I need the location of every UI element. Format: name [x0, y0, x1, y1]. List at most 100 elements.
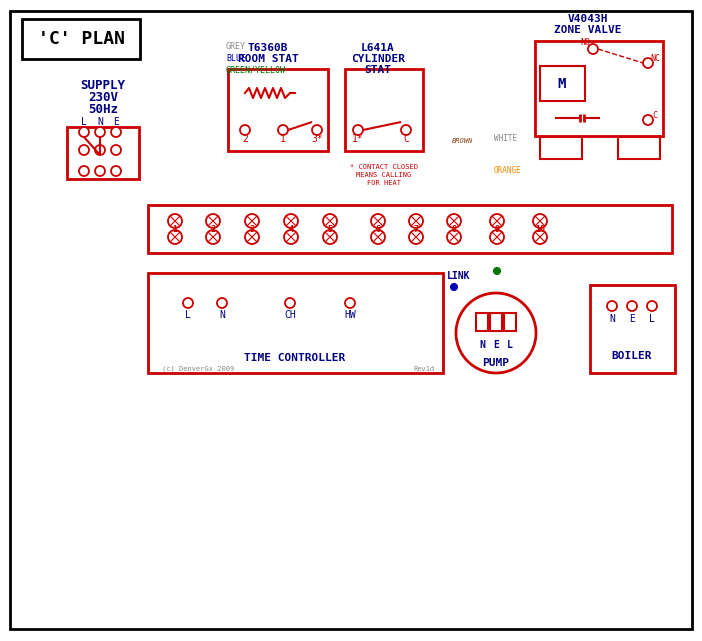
- Circle shape: [245, 214, 259, 228]
- Text: 10: 10: [535, 224, 545, 233]
- Circle shape: [643, 115, 653, 125]
- Text: 8: 8: [451, 224, 456, 233]
- Text: V4043H: V4043H: [568, 14, 608, 24]
- Text: SUPPLY: SUPPLY: [81, 78, 126, 92]
- Circle shape: [533, 230, 547, 244]
- Circle shape: [456, 293, 536, 373]
- Circle shape: [353, 125, 363, 135]
- Text: 2: 2: [242, 134, 248, 144]
- Text: N: N: [97, 117, 103, 127]
- Bar: [476, 313, 488, 331]
- Circle shape: [95, 127, 105, 137]
- Text: 3: 3: [249, 224, 255, 233]
- Circle shape: [494, 268, 500, 274]
- Circle shape: [111, 166, 121, 176]
- Text: BOILER: BOILER: [611, 351, 652, 361]
- Text: 'C' PLAN: 'C' PLAN: [37, 30, 124, 48]
- Circle shape: [285, 298, 295, 308]
- Text: 1: 1: [173, 224, 178, 233]
- Text: 5: 5: [328, 224, 333, 233]
- Text: PUMP: PUMP: [482, 358, 510, 368]
- Bar: [540, 137, 582, 159]
- Circle shape: [168, 214, 182, 228]
- Circle shape: [278, 125, 288, 135]
- Text: CH: CH: [284, 310, 296, 320]
- Bar: [618, 137, 660, 159]
- Text: 1: 1: [280, 134, 286, 144]
- Bar: [540, 66, 585, 101]
- Circle shape: [490, 230, 504, 244]
- Text: HW: HW: [344, 310, 356, 320]
- Circle shape: [323, 230, 337, 244]
- Text: CYLINDER: CYLINDER: [351, 54, 405, 64]
- Circle shape: [284, 214, 298, 228]
- Text: E: E: [113, 117, 119, 127]
- Text: STAT: STAT: [364, 65, 392, 75]
- Text: GREEN/YELLOW: GREEN/YELLOW: [226, 65, 286, 74]
- Text: 3*: 3*: [311, 134, 323, 144]
- Text: C: C: [403, 134, 409, 144]
- Text: LINK: LINK: [447, 271, 471, 281]
- Circle shape: [206, 214, 220, 228]
- Bar: [22, 19, 140, 59]
- Circle shape: [607, 301, 617, 311]
- Text: E: E: [493, 340, 499, 350]
- Text: NC: NC: [650, 53, 660, 63]
- Text: L: L: [185, 310, 191, 320]
- Circle shape: [371, 214, 385, 228]
- Text: (c) DenverGx 2009: (c) DenverGx 2009: [162, 366, 234, 372]
- Bar: [490, 313, 502, 331]
- Circle shape: [217, 298, 227, 308]
- Text: N: N: [609, 314, 615, 324]
- Text: ORANGE: ORANGE: [494, 165, 522, 174]
- Text: ZONE VALVE: ZONE VALVE: [555, 25, 622, 35]
- Circle shape: [647, 301, 657, 311]
- Circle shape: [111, 145, 121, 155]
- Circle shape: [240, 125, 250, 135]
- Circle shape: [588, 44, 598, 54]
- Text: GREY: GREY: [226, 42, 246, 51]
- Text: 6: 6: [376, 224, 380, 233]
- Bar: [148, 205, 672, 253]
- Bar: [345, 69, 423, 151]
- Text: L: L: [81, 117, 87, 127]
- Circle shape: [409, 230, 423, 244]
- Text: 230V: 230V: [88, 90, 118, 103]
- Circle shape: [79, 127, 89, 137]
- Circle shape: [111, 127, 121, 137]
- Text: 9: 9: [494, 224, 500, 233]
- Circle shape: [206, 230, 220, 244]
- Text: L: L: [649, 314, 655, 324]
- Circle shape: [168, 230, 182, 244]
- Circle shape: [284, 230, 298, 244]
- Text: C: C: [652, 110, 658, 119]
- Circle shape: [79, 145, 89, 155]
- Text: 1*: 1*: [352, 134, 364, 144]
- Text: ROOM STAT: ROOM STAT: [237, 54, 298, 64]
- Circle shape: [447, 214, 461, 228]
- Circle shape: [401, 125, 411, 135]
- Text: L: L: [507, 340, 513, 350]
- Circle shape: [245, 230, 259, 244]
- Text: BLUE: BLUE: [226, 53, 246, 63]
- Text: Rev1d: Rev1d: [413, 366, 435, 372]
- Text: N: N: [479, 340, 485, 350]
- Text: N: N: [219, 310, 225, 320]
- Bar: [228, 69, 328, 151]
- Text: MEANS CALLING: MEANS CALLING: [357, 172, 411, 178]
- Circle shape: [183, 298, 193, 308]
- Circle shape: [627, 301, 637, 311]
- Bar: [148, 273, 443, 373]
- Text: M: M: [558, 77, 567, 91]
- Circle shape: [451, 284, 457, 290]
- Circle shape: [409, 214, 423, 228]
- Text: 7: 7: [413, 224, 418, 233]
- Circle shape: [643, 58, 653, 68]
- Text: NO: NO: [580, 38, 590, 47]
- Text: FOR HEAT: FOR HEAT: [367, 180, 401, 186]
- Text: WHITE: WHITE: [494, 133, 517, 142]
- Bar: [67, 127, 139, 179]
- Text: T6360B: T6360B: [248, 43, 289, 53]
- Circle shape: [312, 125, 322, 135]
- Circle shape: [371, 230, 385, 244]
